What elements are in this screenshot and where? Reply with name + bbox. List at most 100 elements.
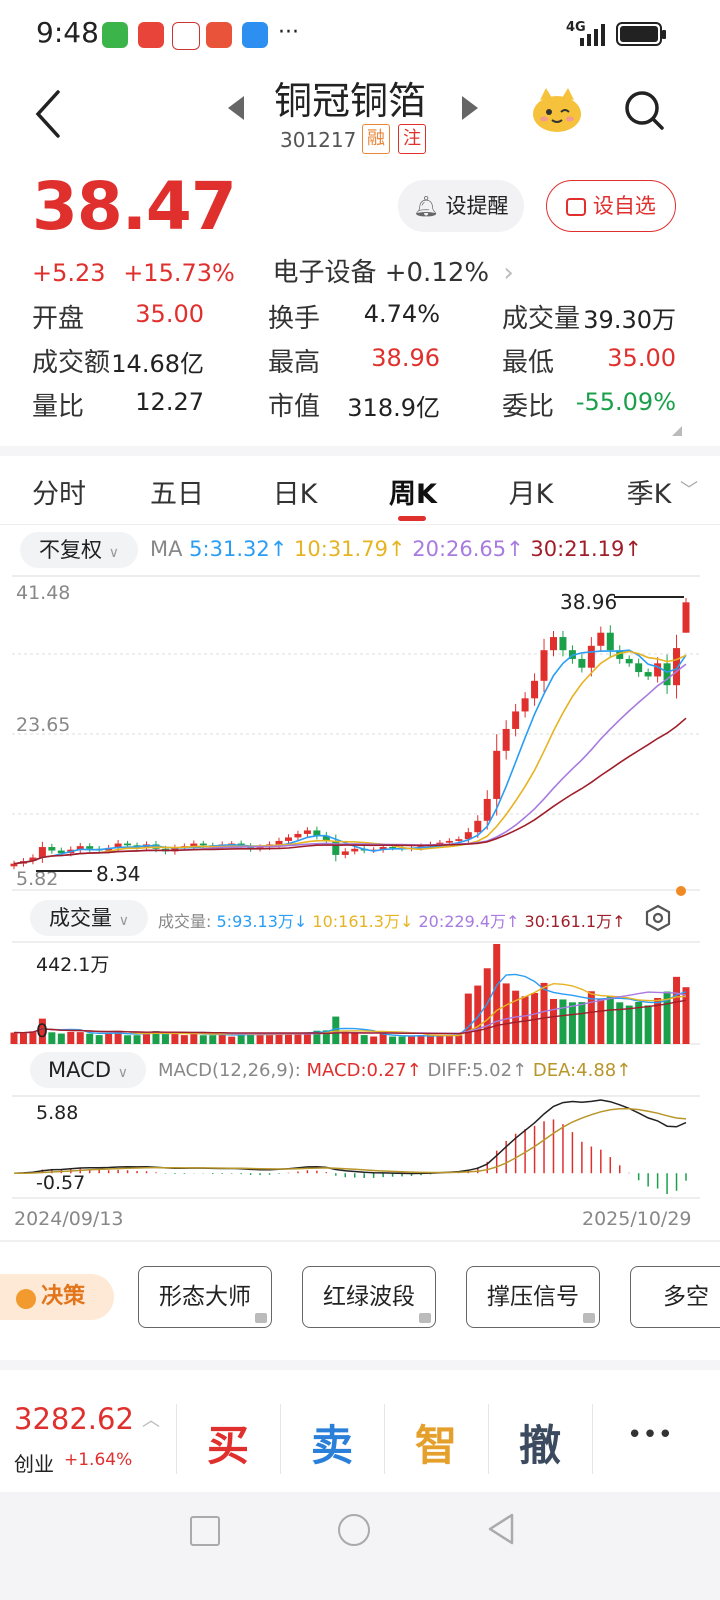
stat-value: 14.68亿 xyxy=(111,350,204,378)
decision-tool-label: 红绿波段 xyxy=(323,1284,415,1310)
tab-5[interactable]: 季K xyxy=(626,479,672,510)
candle-body xyxy=(303,830,311,834)
back-nav-icon[interactable] xyxy=(486,1512,516,1546)
add-watchlist-button[interactable]: 设自选 xyxy=(546,180,676,232)
more-button[interactable]: ••• xyxy=(626,1420,673,1450)
tab-3[interactable]: 周K xyxy=(389,479,437,510)
stat-value: 35.00 xyxy=(607,344,676,372)
volume-bar xyxy=(133,1035,141,1044)
volume-bar xyxy=(445,1035,453,1044)
volume-bar xyxy=(521,996,529,1044)
search-icon[interactable] xyxy=(622,88,666,132)
network-label: 4G xyxy=(566,20,586,35)
sector-link[interactable]: 电子设备 +0.12% › xyxy=(272,258,513,288)
smart-trade-button[interactable]: 智 xyxy=(414,1421,457,1470)
stat-value: 4.74% xyxy=(363,300,440,328)
index-widget[interactable]: 3282.62 ︿ 创业 +1.64% xyxy=(0,1380,170,1490)
index-change: +1.64% xyxy=(64,1450,133,1470)
volume-bar xyxy=(29,1031,37,1044)
candle-body xyxy=(199,843,207,846)
candle-body xyxy=(521,698,529,712)
volume-bar xyxy=(578,1002,586,1044)
tab-2[interactable]: 日K xyxy=(272,479,318,510)
macd-dropdown[interactable]: MACD ∨ xyxy=(30,1052,146,1088)
prev-stock-icon[interactable] xyxy=(228,96,244,120)
volume-bar xyxy=(587,991,595,1044)
divider xyxy=(0,524,720,525)
app-icon xyxy=(206,22,232,48)
macd-params: MACD(12,26,9): xyxy=(158,1060,301,1081)
volume-bar xyxy=(531,993,539,1044)
sell-button[interactable]: 卖 xyxy=(310,1421,353,1470)
macd-value: MACD:0.27↑ xyxy=(306,1060,422,1081)
candle-body xyxy=(587,645,595,668)
kline-high-marker-line xyxy=(614,596,684,598)
candle-body xyxy=(682,602,690,633)
ma10-value: 10:31.79↑ xyxy=(294,537,406,561)
home-icon[interactable] xyxy=(338,1514,370,1546)
decision-tool-button[interactable]: 撑压信号 xyxy=(466,1266,600,1328)
indicator-settings-icon[interactable] xyxy=(644,904,672,932)
expand-corner-icon[interactable] xyxy=(672,426,682,436)
tab-0[interactable]: 分时 xyxy=(32,479,86,510)
volume-bar xyxy=(190,1033,198,1044)
back-icon[interactable] xyxy=(28,86,68,142)
candle-body xyxy=(654,663,662,677)
decision-tool-button[interactable]: 形态大师 xyxy=(138,1266,272,1328)
vol-ma5: 5:93.13万↓ xyxy=(216,912,308,931)
stat-label: 最高 xyxy=(268,348,321,378)
candle-body xyxy=(389,847,397,849)
candle-body xyxy=(493,750,501,799)
volume-bar xyxy=(48,1032,56,1044)
ma-legend: MA 5:31.32↑ 10:31.79↑ 20:26.65↑ 30:21.19… xyxy=(150,537,642,561)
candle-body xyxy=(370,849,378,851)
stat-label: 成交量 xyxy=(502,304,581,334)
adjust-dropdown[interactable]: 不复权 ∨ xyxy=(20,532,138,568)
buy-button[interactable]: 买 xyxy=(206,1421,249,1470)
chevron-down-icon: ∨ xyxy=(108,545,119,561)
volume-bar xyxy=(389,1036,397,1044)
price-change: +5.23 xyxy=(32,259,106,287)
set-alert-button[interactable]: 🔔︎ 设提醒 xyxy=(398,180,524,232)
ma10-line xyxy=(13,650,687,865)
volume-dropdown[interactable]: 成交量 ∨ xyxy=(30,900,148,936)
chevron-down-icon: ∨ xyxy=(117,1065,128,1081)
tab-4[interactable]: 月K xyxy=(508,479,554,510)
volume-bar xyxy=(370,1036,378,1044)
kline-high-marker: 38.96 xyxy=(560,590,618,614)
change-row: +5.23 +15.73% 电子设备 +0.12% › xyxy=(32,252,514,289)
mascot-icon[interactable] xyxy=(530,86,584,134)
decision-tool-label: 形态大师 xyxy=(159,1284,251,1310)
volume-bar xyxy=(540,982,548,1044)
candle-body xyxy=(190,843,198,847)
volume-bar xyxy=(19,1032,27,1044)
candle-body xyxy=(29,857,37,862)
volume-chart[interactable] xyxy=(0,940,720,1048)
candle-body xyxy=(38,847,46,858)
volume-bar xyxy=(673,976,681,1044)
candle-body xyxy=(559,637,567,651)
system-nav-bar xyxy=(0,1492,720,1600)
kline-chart[interactable] xyxy=(0,574,720,894)
kline-low-marker-line xyxy=(36,870,92,872)
wechat-icon xyxy=(102,22,128,48)
candle-body xyxy=(114,843,122,848)
volume-bar xyxy=(559,999,567,1044)
decision-badge[interactable]: 决策 xyxy=(0,1274,114,1320)
candle-body xyxy=(322,835,330,841)
stat-value: 35.00 xyxy=(135,300,204,328)
macd-label: MACD xyxy=(48,1058,111,1082)
next-stock-icon[interactable] xyxy=(462,96,478,120)
decision-tool-button[interactable]: 红绿波段 xyxy=(302,1266,436,1328)
candle-body xyxy=(673,648,681,686)
candle-body xyxy=(578,658,586,668)
decision-tool-button[interactable]: 多空 xyxy=(630,1266,720,1328)
macd-chart[interactable] xyxy=(0,1094,720,1204)
battery-icon xyxy=(616,22,666,46)
recent-apps-icon[interactable] xyxy=(190,1516,220,1546)
stock-name: 铜冠铜箔 xyxy=(273,79,426,123)
chevron-down-icon[interactable]: ﹀ xyxy=(680,480,698,501)
tab-1[interactable]: 五日 xyxy=(150,479,204,510)
cancel-order-button[interactable]: 撤 xyxy=(518,1421,561,1470)
divider xyxy=(0,446,720,456)
